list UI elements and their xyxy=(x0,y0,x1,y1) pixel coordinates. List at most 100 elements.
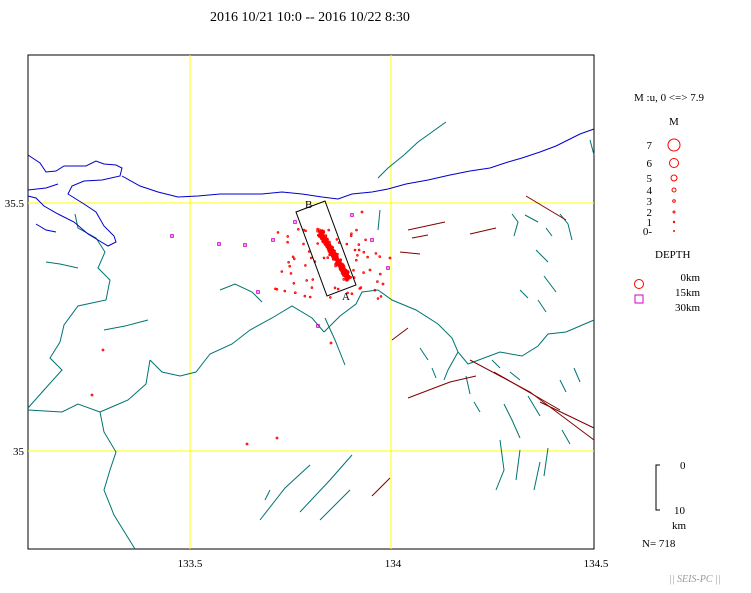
section-outline xyxy=(295,200,357,297)
hypocenter-marker xyxy=(316,242,320,245)
deep-hypocenter-marker xyxy=(243,243,247,247)
hypocenter-marker xyxy=(311,278,315,281)
lon-label-134: 134 xyxy=(385,558,402,570)
mag-5-circle xyxy=(670,174,678,182)
hypocenter-marker xyxy=(329,296,332,299)
hypocenter-marker xyxy=(333,252,337,255)
hypocenter-marker xyxy=(373,288,377,292)
deep-hypocenter-marker xyxy=(217,242,221,246)
graticule xyxy=(28,55,594,549)
hypocenter-marker xyxy=(376,297,380,300)
hypocenter-marker xyxy=(327,228,331,232)
hypocenter-marker xyxy=(366,255,369,259)
hypocenter-marker xyxy=(334,264,338,268)
hypocenter-marker xyxy=(286,235,290,238)
lon-label-133-5: 133.5 xyxy=(178,558,203,570)
hypocenter-marker xyxy=(326,256,330,259)
hypocenter-marker xyxy=(362,250,366,254)
hypocenter-marker xyxy=(288,264,292,268)
scale-bar-unit: km xyxy=(672,520,687,532)
depth-deep-square xyxy=(634,294,644,304)
section-label-a: A xyxy=(342,291,350,303)
depth-scale: 0km 15km 30km xyxy=(634,272,701,314)
distance-scale-bar: 0 10 km xyxy=(655,460,687,532)
mag-label-4: 4 xyxy=(647,185,653,197)
hypocenter-marker xyxy=(316,227,319,231)
hypocenter-marker xyxy=(379,272,382,276)
hypocenter-marker xyxy=(349,234,353,238)
hypocenter-marker xyxy=(346,291,349,295)
hypocenter-marker xyxy=(305,279,309,282)
hypocenter-marker xyxy=(280,270,284,273)
hypocenter-marker xyxy=(356,254,359,257)
magnitude-range: M :u, 0 <=> 7.9 xyxy=(634,92,704,104)
hypocenter-marker xyxy=(322,256,326,260)
coastline xyxy=(27,128,595,247)
hypocenter-markers xyxy=(90,210,392,446)
hypocenter-marker xyxy=(378,255,382,258)
scale-bar-top-label: 0 xyxy=(680,460,686,472)
depth-label-0: 0km xyxy=(680,272,700,284)
hypocenter-marker xyxy=(355,228,358,232)
hypocenter-marker xyxy=(318,234,322,238)
hypocenter-marker xyxy=(336,252,339,256)
hypocenter-marker xyxy=(376,280,379,283)
hypocenter-marker xyxy=(310,286,314,289)
depth-label-15: 15km xyxy=(675,287,701,299)
mag-3-circle xyxy=(672,199,676,203)
lon-label-134-5: 134.5 xyxy=(584,558,609,570)
mag-4-circle xyxy=(671,187,677,193)
hypocenter-marker xyxy=(302,242,305,246)
depth-title: DEPTH xyxy=(655,249,691,261)
hypocenter-marker xyxy=(364,238,367,242)
hypocenter-marker xyxy=(345,242,349,246)
hypocenter-marker xyxy=(358,287,362,290)
map-title: 2016 10/21 10:0 -- 2016 10/22 8:30 xyxy=(210,10,410,25)
map-panel: B A xyxy=(27,54,595,550)
deep-hypocenter-marker xyxy=(293,220,297,224)
mag-2-circle xyxy=(672,210,676,214)
event-count: N= 718 xyxy=(642,538,676,550)
hypocenter-marker xyxy=(349,276,352,279)
map-frame xyxy=(27,54,595,550)
hypocenter-marker xyxy=(350,232,353,235)
cross-section-box: B A xyxy=(295,199,357,303)
hypocenter-marker xyxy=(362,271,365,274)
hypocenter-marker xyxy=(307,250,311,253)
deep-hypocenter-marker xyxy=(271,238,275,242)
hypocenter-marker xyxy=(245,442,249,446)
hypocenter-marker xyxy=(360,210,364,214)
deep-hypocenter-marker xyxy=(370,238,374,242)
depth-label-30: 30km xyxy=(675,302,701,314)
seis-pc-watermark: || SEIS-PC || xyxy=(669,574,721,585)
axis-labels: 133.5 134 134.5 35.5 35 xyxy=(5,198,609,570)
hypocenter-marker xyxy=(345,274,348,277)
hypocenter-marker xyxy=(353,248,357,252)
hypocenter-marker xyxy=(309,256,313,260)
mag-label-3: 3 xyxy=(647,196,653,208)
mag-label-5: 5 xyxy=(647,173,653,185)
hypocenter-marker xyxy=(294,291,297,295)
hypocenter-marker xyxy=(331,254,335,257)
hypocenter-marker xyxy=(289,272,293,275)
hypocenter-marker xyxy=(332,256,336,260)
hypocenter-marker xyxy=(319,236,323,239)
prefecture-boundaries xyxy=(27,121,595,550)
hypocenter-marker xyxy=(101,348,105,352)
hypocenter-marker xyxy=(357,243,361,246)
scale-bar-line xyxy=(655,464,660,511)
mag-1-circle xyxy=(672,220,676,224)
hypocenter-marker xyxy=(90,393,94,397)
hypocenter-marker xyxy=(297,228,300,231)
hypocenter-marker xyxy=(337,263,340,267)
deep-hypocenter-marker xyxy=(350,213,354,217)
hypocenter-marker xyxy=(336,287,340,291)
lat-label-35: 35 xyxy=(13,446,25,458)
magnitude-labels: 7 6 5 4 3 2 1 0- xyxy=(643,140,653,238)
hypocenter-marker xyxy=(379,295,383,298)
hypocenter-marker xyxy=(275,436,279,440)
scale-bar-bottom-label: 10 xyxy=(674,505,686,517)
hypocenter-marker xyxy=(327,243,330,247)
hypocenter-marker xyxy=(368,268,372,272)
hypocenter-marker xyxy=(328,246,332,250)
